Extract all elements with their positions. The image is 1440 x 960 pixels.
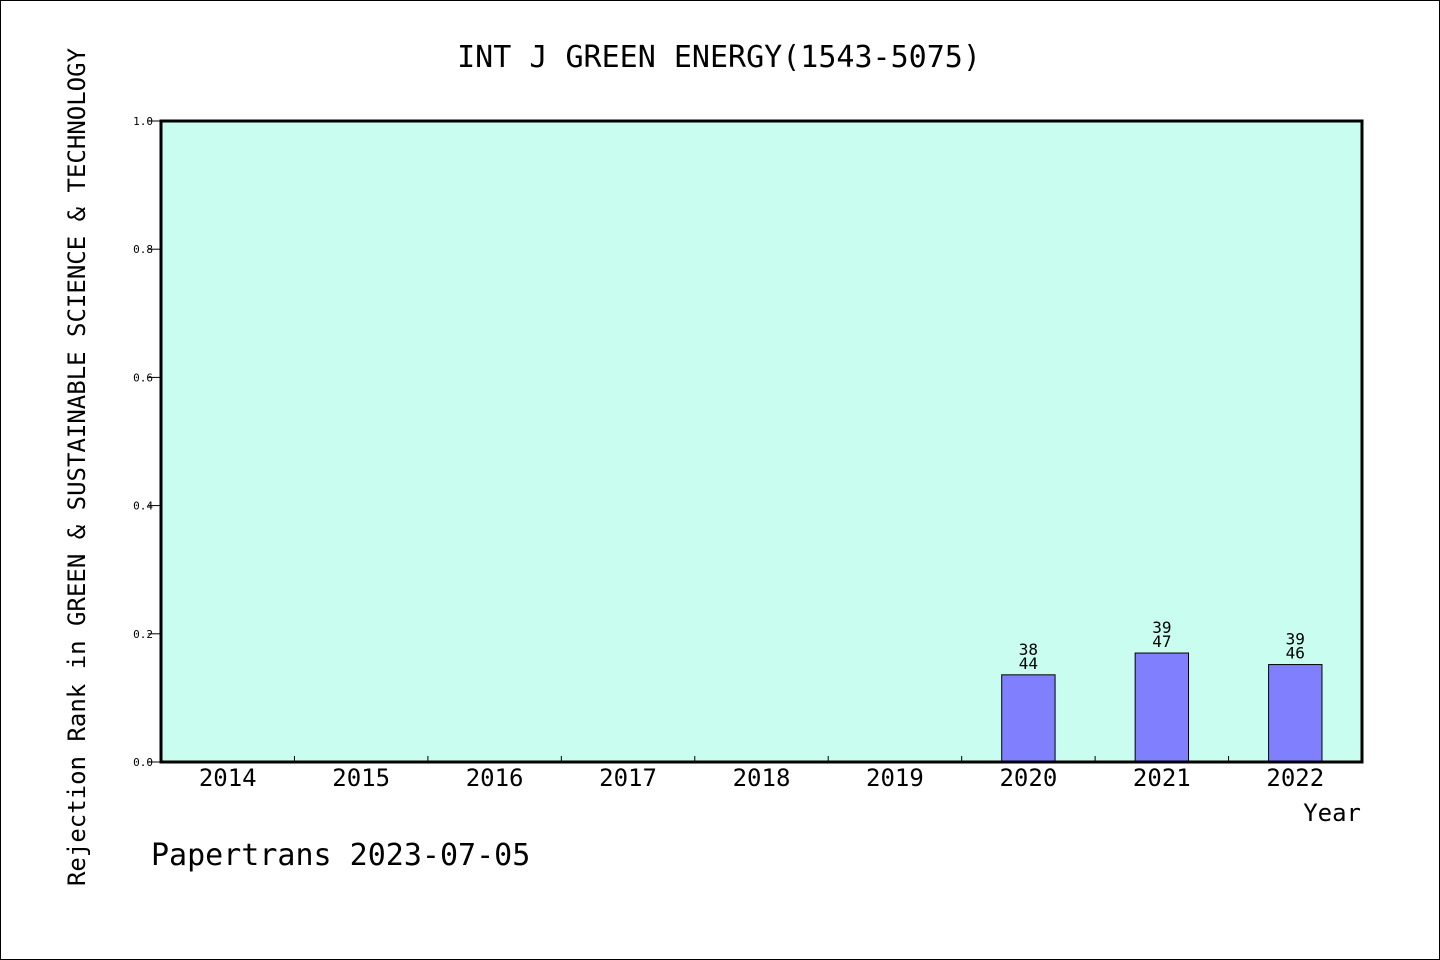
y-tick-label: 0.4 [133, 500, 153, 513]
y-tick-label: 0.0 [133, 756, 153, 769]
x-tick-label: 2022 [1266, 764, 1324, 792]
x-tick-label: 2014 [199, 764, 257, 792]
bar-label-bottom-2020: 44 [1019, 654, 1038, 673]
bar-label-top-2022: 39 [1286, 630, 1305, 649]
bar-2021 [1134, 652, 1190, 763]
bar-label-bottom-2021: 47 [1152, 632, 1171, 651]
y-tick-label: 0.8 [133, 243, 153, 256]
x-tick-label: 2016 [466, 764, 524, 792]
x-axis-label: Year [1303, 799, 1361, 827]
y-tick-label: 0.6 [133, 371, 153, 384]
x-tick-label: 2019 [866, 764, 924, 792]
x-tick-label: 2021 [1133, 764, 1191, 792]
bar-label-bottom-2022: 46 [1286, 644, 1305, 663]
chart-title: INT J GREEN ENERGY(1543-5075) [457, 40, 981, 75]
y-ticks-group: 0.0 0.2 0.4 0.6 0.8 1.0 [133, 115, 161, 769]
bars-group [1001, 652, 1323, 763]
bar-label-top-2021: 39 [1152, 618, 1171, 637]
x-tick-label: 2020 [999, 764, 1057, 792]
plot-border [159, 119, 1364, 764]
footer-watermark: Papertrans 2023-07-05 [151, 838, 530, 873]
x-tick-label: 2017 [599, 764, 657, 792]
y-tick-label: 1.0 [133, 115, 153, 128]
bar-2020 [1001, 674, 1056, 763]
y-tick-label: 0.2 [133, 628, 153, 641]
x-tick-label: 2015 [332, 764, 390, 792]
bar-label-top-2020: 38 [1019, 640, 1038, 659]
x-ticks-group: 2014 2015 2016 2017 2018 2019 2020 2021 2022 [199, 756, 1324, 792]
x-tick-label: 2018 [733, 764, 791, 792]
y-axis-label: Rejection Rank in GREEN & SUSTAINABLE SC… [63, 47, 91, 886]
bar-2022 [1268, 664, 1323, 763]
